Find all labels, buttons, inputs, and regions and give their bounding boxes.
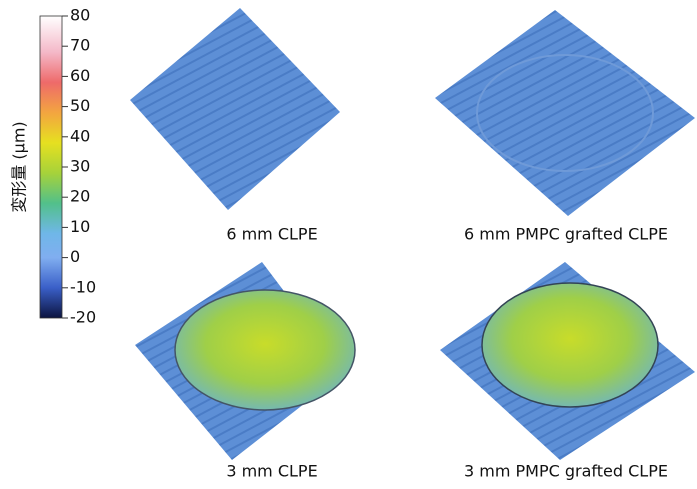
tick-label: -20 [70, 308, 96, 327]
tick-label: 30 [70, 157, 90, 176]
caption: 3 mm CLPE [226, 462, 317, 481]
tick-label: 80 [70, 6, 90, 25]
disc [175, 290, 355, 410]
panel-3 [135, 262, 355, 460]
caption: 6 mm CLPE [226, 225, 317, 244]
tick-label: 0 [70, 247, 80, 266]
colorbar-label: 変形量 (μm) [10, 121, 29, 212]
colorbar [40, 16, 62, 318]
surface [130, 8, 340, 210]
tick-label: 20 [70, 187, 90, 206]
tick-label: -10 [70, 277, 96, 296]
panel-2 [435, 10, 695, 216]
tick-label: 40 [70, 126, 90, 145]
tick-label: 50 [70, 96, 90, 115]
tick-label: 60 [70, 66, 90, 85]
tick-label: 70 [70, 36, 90, 55]
panel-4 [440, 262, 695, 460]
caption: 6 mm PMPC grafted CLPE [464, 225, 668, 244]
surface [435, 10, 695, 216]
panel-1 [130, 8, 340, 210]
disc [482, 283, 658, 407]
caption: 3 mm PMPC grafted CLPE [464, 462, 668, 481]
tick-label: 10 [70, 217, 90, 236]
figure: 変形量 (μm) 6 mm CLPE 6 mm PMPC grafted CLP… [0, 0, 697, 485]
